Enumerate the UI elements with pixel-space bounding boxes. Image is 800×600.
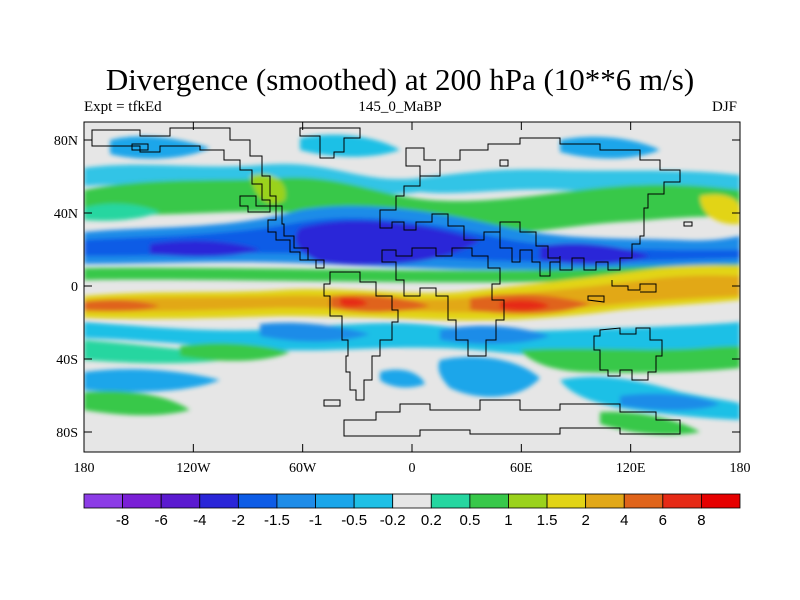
- colorbar-swatch: [546, 493, 587, 509]
- colorbar-swatch: [276, 493, 316, 509]
- colorbar-label: 4: [620, 512, 628, 529]
- colorbar-label: -0.2: [380, 512, 406, 529]
- lon-tick-label: 60W: [289, 461, 317, 476]
- experiment-label: Expt = tfkEd: [84, 99, 162, 115]
- colorbar-label: 1.5: [537, 512, 558, 529]
- colorbar-swatch: [662, 493, 702, 509]
- colorbar-swatch: [430, 493, 471, 509]
- divergence-field: [84, 122, 740, 452]
- lat-tick-label: 40S: [56, 353, 78, 368]
- lon-tick-label: 0: [409, 461, 416, 476]
- colorbar-label: 6: [659, 512, 667, 529]
- colorbar-label: -0.5: [341, 512, 367, 529]
- colorbar-label: 0.2: [421, 512, 442, 529]
- colorbar-swatch: [508, 493, 548, 509]
- colorbar-label: -4: [193, 512, 206, 529]
- lon-tick-label: 120W: [176, 461, 211, 476]
- case-label: 145_0_MaBP: [358, 99, 442, 115]
- lat-tick-label: 0: [71, 280, 78, 295]
- colorbar-label: 8: [697, 512, 705, 529]
- coastlines: [91, 127, 693, 437]
- colorbar-label: -1.5: [264, 512, 290, 529]
- colorbar-swatch: [122, 493, 162, 509]
- lat-tick-label: 80N: [54, 134, 78, 149]
- colorbar-swatch: [237, 493, 278, 509]
- colorbar-swatch: [701, 493, 741, 509]
- colorbar-label: 0.5: [459, 512, 480, 529]
- colorbar-swatch: [315, 493, 355, 509]
- colorbar-label: 1: [504, 512, 512, 529]
- colorbar: -8 -6 -4 -2 -1.5 -1 -0.5 -0.2 0.2 0.5 1 1.5 2 4 6 8: [83, 493, 741, 529]
- colorbar-label: -8: [116, 512, 129, 529]
- colorbar-label: -1: [309, 512, 322, 529]
- map-axes: 180 120W 60W 0 60E 120E 180 80N 40N 0 40S 80S: [54, 122, 751, 476]
- colorbar-label: -2: [232, 512, 245, 529]
- season-label: DJF: [711, 99, 737, 115]
- colorbar-label: -6: [155, 512, 168, 529]
- lat-tick-label: 80S: [56, 426, 78, 441]
- colorbar-swatch: [585, 493, 625, 509]
- lon-tick-label: 180: [730, 461, 751, 476]
- colorbar-swatch: [83, 493, 123, 509]
- lat-tick-label: 40N: [54, 207, 78, 222]
- lon-tick-label: 60E: [510, 461, 533, 476]
- plot-title: Divergence (smoothed) at 200 hPa (10**6 …: [105, 62, 695, 97]
- colorbar-swatch: [199, 493, 239, 509]
- colorbar-swatch: [353, 493, 394, 509]
- colorbar-swatch: [160, 493, 201, 509]
- colorbar-swatch: [469, 493, 509, 509]
- colorbar-swatch: [392, 493, 432, 509]
- colorbar-swatch: [623, 493, 664, 509]
- lon-tick-label: 180: [74, 461, 95, 476]
- lon-tick-label: 120E: [616, 461, 646, 476]
- colorbar-label: 2: [581, 512, 589, 529]
